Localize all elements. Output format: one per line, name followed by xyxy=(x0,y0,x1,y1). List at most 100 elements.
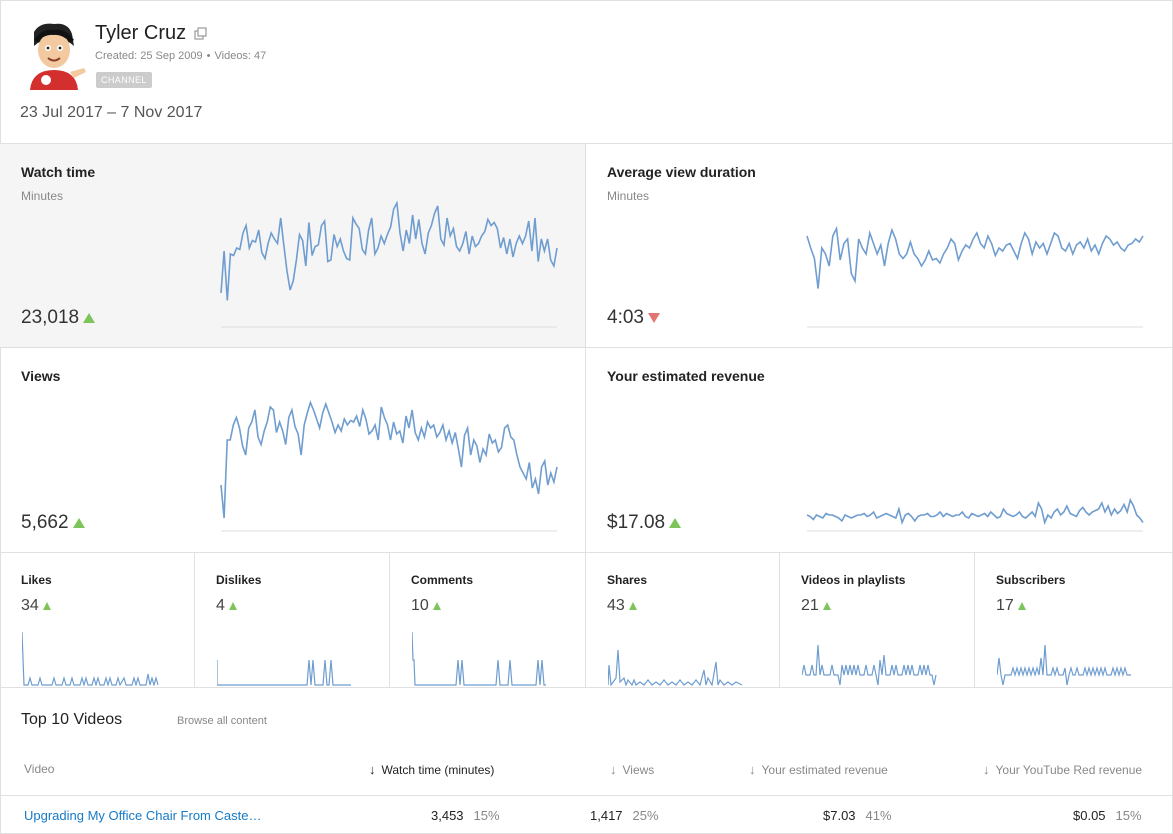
subscribers-sparkline xyxy=(997,644,1131,686)
column-header-red-revenue[interactable]: ↓ Your YouTube Red revenue xyxy=(983,762,1142,777)
watch-time-value: 3,453 xyxy=(431,808,464,823)
mini-title: Subscribers xyxy=(996,573,1066,587)
metric-value-row: 5,662 xyxy=(21,512,85,534)
column-header-label: Watch time (minutes) xyxy=(381,762,495,777)
dislikes-sparkline xyxy=(217,659,351,686)
videos-in-playlists-sparkline xyxy=(802,644,937,686)
column-header-views[interactable]: ↓ Views xyxy=(610,762,654,777)
channel-meta: Created: 25 Sep 2009 • Videos: 47 xyxy=(95,50,267,62)
sort-arrow-down-icon: ↓ xyxy=(369,762,376,777)
video-title-link[interactable]: Upgrading My Office Chair From Caste… xyxy=(24,808,262,823)
views-sparkline xyxy=(220,400,558,532)
mini-value-row: 34 xyxy=(21,597,51,615)
channel-name[interactable]: Tyler Cruz xyxy=(95,22,187,44)
mini-card-videos-in-playlists[interactable]: Videos in playlists 21 xyxy=(780,553,975,688)
mini-value: 21 xyxy=(801,597,819,614)
table-divider xyxy=(0,795,1173,796)
sparkline-path xyxy=(220,400,558,519)
likes-sparkline xyxy=(22,631,159,686)
metric-title: Your estimated revenue xyxy=(607,368,765,384)
date-range[interactable]: 23 Jul 2017 – 7 Nov 2017 xyxy=(20,104,203,121)
red-revenue-value: $0.05 xyxy=(1073,808,1106,823)
channel-avatar[interactable] xyxy=(20,20,88,90)
mini-title: Videos in playlists xyxy=(801,573,906,587)
metric-card-watch-time[interactable]: Watch time Minutes 23,018 xyxy=(0,144,586,348)
views-cell: 1,417 25% xyxy=(590,808,659,823)
mini-card-comments[interactable]: Comments 10 xyxy=(390,553,586,688)
trend-up-icon xyxy=(822,602,831,610)
sparkline-path xyxy=(220,200,558,301)
trend-up-icon xyxy=(1017,602,1026,610)
red-revenue-percent: 15% xyxy=(1115,808,1142,823)
mini-value: 43 xyxy=(607,597,625,614)
comments-sparkline xyxy=(412,631,546,686)
metric-value: $17.08 xyxy=(607,512,666,533)
avg-view-duration-sparkline xyxy=(806,225,1144,328)
column-header-label: Video xyxy=(24,762,55,776)
mini-card-likes[interactable]: Likes 34 xyxy=(0,553,195,688)
column-header-watch-time[interactable]: ↓ Watch time (minutes) xyxy=(369,762,494,777)
mini-value: 17 xyxy=(996,597,1014,614)
mini-value: 34 xyxy=(21,597,39,614)
mini-title: Shares xyxy=(607,573,648,587)
metric-title: Watch time xyxy=(21,164,96,180)
red-revenue-cell: $0.05 15% xyxy=(1073,808,1142,823)
metric-unit: Minutes xyxy=(21,189,64,203)
sort-arrow-down-icon: ↓ xyxy=(610,762,617,777)
metric-card-revenue[interactable]: Your estimated revenue $17.08 xyxy=(586,348,1173,553)
channel-badge: CHANNEL xyxy=(96,72,152,88)
channel-video-count: Videos: 47 xyxy=(214,50,267,62)
mini-title: Likes xyxy=(21,573,52,587)
metric-value: 5,662 xyxy=(21,512,69,533)
browse-all-content-link[interactable]: Browse all content xyxy=(177,715,267,727)
sort-arrow-down-icon: ↓ xyxy=(983,762,990,777)
mini-title: Comments xyxy=(411,573,474,587)
mini-value-row: 17 xyxy=(996,597,1026,615)
trend-down-icon xyxy=(647,313,660,323)
sparkline-path xyxy=(806,225,1144,289)
views-value: 1,417 xyxy=(590,808,623,823)
metric-title: Average view duration xyxy=(607,164,756,180)
mini-card-subscribers[interactable]: Subscribers 17 xyxy=(975,553,1173,688)
metric-card-avg-view-duration[interactable]: Average view duration Minutes 4:03 xyxy=(586,144,1173,348)
channel-created: Created: 25 Sep 2009 xyxy=(95,50,203,62)
metric-unit: Minutes xyxy=(607,189,650,203)
watch-time-sparkline xyxy=(220,200,558,328)
metric-value-row: 4:03 xyxy=(607,307,660,329)
mini-value-row: 21 xyxy=(801,597,831,615)
trend-up-icon xyxy=(42,602,51,610)
revenue-cell: $7.03 41% xyxy=(823,808,892,823)
metric-value: 4:03 xyxy=(607,307,644,328)
sort-arrow-down-icon: ↓ xyxy=(749,762,756,777)
trend-up-icon xyxy=(83,313,96,323)
metric-value-row: $17.08 xyxy=(607,512,682,534)
shares-sparkline xyxy=(608,649,743,686)
column-header-label: Views xyxy=(622,762,655,777)
trend-up-icon xyxy=(432,602,441,610)
metric-card-views[interactable]: Views 5,662 xyxy=(0,348,586,553)
column-header-label: Your YouTube Red revenue xyxy=(995,762,1143,777)
channel-name-row: Tyler Cruz xyxy=(95,22,207,45)
column-header-label: Your estimated revenue xyxy=(761,762,888,777)
revenue-sparkline xyxy=(806,497,1144,532)
external-link-icon[interactable] xyxy=(194,27,207,40)
mini-card-dislikes[interactable]: Dislikes 4 xyxy=(195,553,390,688)
mini-card-shares[interactable]: Shares 43 xyxy=(586,553,780,688)
revenue-percent: 41% xyxy=(865,808,892,823)
views-percent: 25% xyxy=(632,808,659,823)
trend-up-icon xyxy=(628,602,637,610)
watch-time-percent: 15% xyxy=(473,808,500,823)
mini-value-row: 43 xyxy=(607,597,637,615)
column-header-video: Video xyxy=(24,762,54,776)
trend-up-icon xyxy=(72,518,85,528)
mini-title: Dislikes xyxy=(216,573,262,587)
channel-header: Tyler Cruz Created: 25 Sep 2009 • Videos: … xyxy=(0,0,1173,144)
mini-value: 10 xyxy=(411,597,429,614)
metric-title: Views xyxy=(21,368,61,384)
trend-up-icon xyxy=(228,602,237,610)
column-header-revenue[interactable]: ↓ Your estimated revenue xyxy=(749,762,888,777)
mini-value: 4 xyxy=(216,597,225,614)
watch-time-cell: 3,453 15% xyxy=(431,808,500,823)
mini-value-row: 10 xyxy=(411,597,441,615)
metric-value: 23,018 xyxy=(21,307,80,328)
